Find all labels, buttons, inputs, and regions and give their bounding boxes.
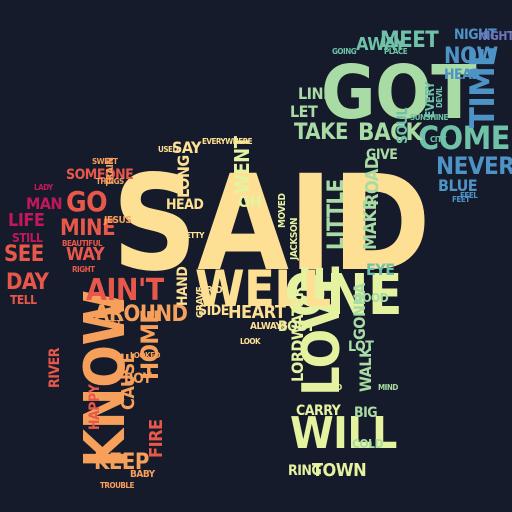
cloud-word-come: COME <box>418 119 510 157</box>
cloud-word-lady: LADY <box>34 183 53 192</box>
cloud-word-used: USED <box>158 145 178 154</box>
cloud-word-town: TOWN <box>312 460 367 481</box>
cloud-word-back: BACK <box>358 118 422 146</box>
cloud-word-boy: BOY <box>124 371 152 387</box>
cloud-word-will: WILL <box>290 408 397 459</box>
cloud-word-away: AWAY <box>356 34 406 55</box>
cloud-word-day: DAY <box>6 270 49 295</box>
cloud-word-never: NEVER <box>436 152 512 180</box>
cloud-word-jackson: JACKSON <box>289 217 300 260</box>
cloud-word-river: RIVER <box>47 348 63 388</box>
cloud-word-mind: MIND <box>378 383 398 392</box>
cloud-word-place: PLACE <box>384 47 408 56</box>
cloud-word-night: NIGHT <box>454 27 497 43</box>
cloud-word-oh: OH <box>238 192 262 211</box>
cloud-word-devil: DEVIL <box>435 86 444 108</box>
cloud-word-blue: BLUE <box>438 176 478 195</box>
cloud-word-moved: MOVED <box>277 193 288 228</box>
cloud-word-life: LIFE <box>8 210 45 231</box>
cloud-word-road: ROAD <box>362 156 383 206</box>
cloud-word-city: CITY <box>430 135 447 144</box>
cloud-word-say: SAY <box>172 138 201 157</box>
cloud-word-happy: HAPPY <box>87 384 103 430</box>
cloud-word-soul: SOUL <box>395 107 411 144</box>
cloud-word-ring: RING <box>288 463 322 479</box>
cloud-word-sweet: SWEET <box>92 157 118 166</box>
cloud-word-going: GOING <box>332 47 357 56</box>
cloud-word-take: TAKE <box>294 120 348 145</box>
cloud-word-things: THINGS <box>96 177 124 186</box>
cloud-word-jesus: JESUS <box>104 215 132 226</box>
cloud-word-side: SIDE <box>198 303 229 319</box>
cloud-word-ride: RIDE <box>206 285 228 296</box>
cloud-word-hand: HAND <box>175 266 191 306</box>
cloud-word-still: STILL <box>12 231 43 245</box>
cloud-word-line: LINE <box>298 84 333 103</box>
cloud-word-look: LOOK <box>240 337 261 346</box>
cloud-word-way: WAY <box>66 244 105 265</box>
cloud-word-gonna: GONNA <box>350 283 369 340</box>
cloud-word-trouble: TROUBLE <box>100 481 134 490</box>
cloud-word-mine: MINE <box>60 216 116 241</box>
cloud-word-grave: GRAVE <box>195 286 206 318</box>
cloud-word-got: GOT <box>321 50 477 136</box>
cloud-word-world: WORLD <box>314 383 342 392</box>
cloud-word-feet: FEET <box>452 195 470 204</box>
cloud-word-man: MAN <box>26 194 63 213</box>
cloud-word-go: GO <box>66 185 108 218</box>
cloud-word-eye: EYE <box>366 260 395 279</box>
cloud-word-someone: SOMEONE <box>66 167 134 183</box>
cloud-word-let: LET <box>290 102 318 121</box>
cloud-word-right: RIGHT <box>72 265 95 274</box>
cloud-word-make: MAKE <box>360 199 381 250</box>
cloud-word-head: HEAD <box>166 197 204 213</box>
cloud-word-aint: AIN'T <box>86 273 164 308</box>
cloud-word-one: ONE <box>284 263 402 328</box>
cloud-word-pretty: PRETTY <box>176 231 204 240</box>
cloud-word-baby: BABY <box>130 469 155 480</box>
cloud-word-said: SAID <box>112 147 431 301</box>
cloud-word-cold: COLD <box>352 437 383 451</box>
cloud-word-always: ALWAYS <box>250 321 288 332</box>
cloud-word-lot: LOT <box>348 339 374 355</box>
cloud-word-little: LITTLE <box>324 179 349 250</box>
cloud-word-nightland: NIGHTLAND <box>478 29 512 43</box>
cloud-word-heart: HEART <box>228 302 286 323</box>
cloud-word-see: SEE <box>4 242 44 267</box>
cloud-word-long: LONG <box>174 155 193 198</box>
cloud-word-feel: FEEL <box>460 191 478 200</box>
cloud-word-carry: CARRY <box>296 403 341 419</box>
cloud-word-first: FIRST <box>100 319 121 328</box>
cloud-word-tell: TELL <box>10 293 37 307</box>
cloud-word-fire: FIRE <box>146 419 167 458</box>
cloud-word-now: NOW <box>444 44 498 69</box>
cloud-word-hold: HOLD <box>148 175 175 186</box>
cloud-word-beautiful: BEAUTIFUL <box>62 239 103 248</box>
cloud-word-everywhere: EVERYWHERE <box>202 137 253 146</box>
cloud-word-meet: MEET <box>380 28 439 53</box>
cloud-word-big: BIG <box>354 405 378 421</box>
cloud-word-hear: HEAR <box>444 67 481 83</box>
cloud-word-keep: KEEP <box>94 450 149 475</box>
cloud-word-looked: LOOKED <box>130 351 161 360</box>
cloud-word-sunshine: SUNSHINE <box>410 113 448 122</box>
cloud-word-give: GIVE <box>366 147 398 163</box>
cloud-word-home: HOME <box>136 309 164 380</box>
cloud-word-body: BODY <box>278 319 315 335</box>
cloud-word-well: WELL <box>195 260 331 318</box>
cloud-word-around: AROUND <box>94 302 188 327</box>
cloud-word-good: GOOD <box>354 291 389 305</box>
